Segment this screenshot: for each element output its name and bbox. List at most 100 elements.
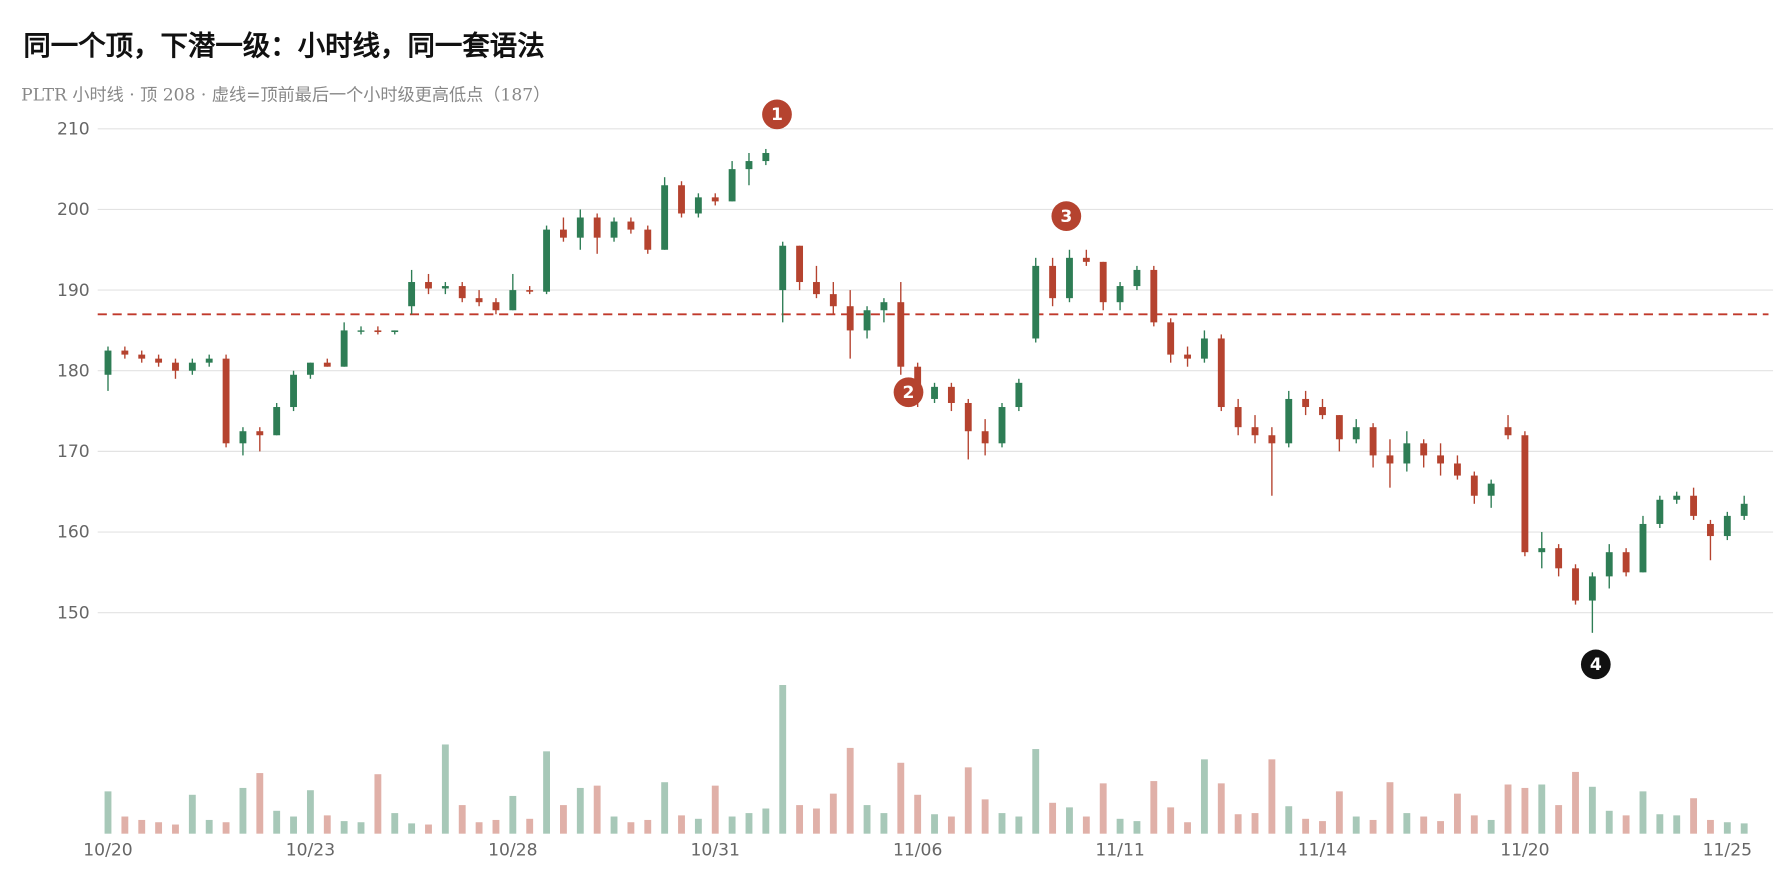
volume-bar <box>1251 813 1259 834</box>
candle-body <box>627 221 635 230</box>
candle-body <box>813 282 820 295</box>
volume-bar <box>104 791 112 834</box>
candle-body <box>509 290 517 311</box>
volume-bar <box>1538 784 1546 834</box>
candle-body <box>374 330 382 333</box>
candle-body <box>1369 427 1377 456</box>
candle-body <box>694 197 702 214</box>
volume-bar <box>1133 821 1141 834</box>
candle-body <box>222 358 230 444</box>
volume-bar <box>1082 816 1090 834</box>
x-tick-label: 11/20 <box>1500 840 1549 860</box>
volume-bar <box>644 819 652 834</box>
volume-bar <box>155 822 163 834</box>
candle-body <box>1116 286 1124 303</box>
volume-bar <box>1285 806 1293 834</box>
candle-body <box>1184 354 1191 359</box>
candle-body <box>1403 443 1411 464</box>
candle-body <box>1302 398 1310 408</box>
volume-bar <box>1116 818 1124 834</box>
y-tick-label: 210 <box>57 120 90 140</box>
annotation-label: 3 <box>1060 207 1072 227</box>
candle-body <box>1521 435 1529 553</box>
candle-body <box>188 362 196 371</box>
volume-bar <box>408 823 416 834</box>
y-tick-label: 190 <box>57 281 90 301</box>
candle-body <box>897 302 905 367</box>
candle-body <box>947 386 955 403</box>
volume-bar <box>728 816 736 834</box>
volume-bar <box>610 816 618 834</box>
candle-body <box>779 245 787 291</box>
candle-body <box>964 402 972 432</box>
volume-bar <box>1572 771 1579 834</box>
volume-bar <box>1369 819 1377 834</box>
annotation-marker <box>1580 649 1611 680</box>
candle-body <box>1015 382 1023 408</box>
y-tick-label: 170 <box>57 442 90 462</box>
volume-bar <box>1707 819 1714 834</box>
candle-body <box>711 197 719 202</box>
candle-body <box>458 286 466 299</box>
volume-bar <box>1386 782 1394 834</box>
candle-body <box>1386 455 1394 464</box>
annotation-marker <box>762 99 792 130</box>
candle-body <box>981 431 989 444</box>
candle-body <box>1150 269 1158 323</box>
candle-body <box>593 217 601 238</box>
volume-bar <box>829 793 837 834</box>
candle-body <box>678 185 685 214</box>
volume-bar <box>290 816 297 834</box>
candle-body <box>425 282 432 289</box>
candle-body <box>121 350 129 355</box>
volume-bar <box>661 782 669 834</box>
volume-bar <box>560 805 567 834</box>
volume-bar <box>172 824 179 834</box>
volume-bar <box>1639 791 1647 834</box>
volume-bar <box>745 813 753 834</box>
volume-bar <box>492 819 500 834</box>
candle-body <box>1707 523 1714 537</box>
volume-bar <box>576 787 584 834</box>
volume-bar <box>1184 822 1191 834</box>
volume-bar <box>1167 807 1175 834</box>
candle-body <box>796 245 804 283</box>
x-tick-label: 11/14 <box>1298 840 1347 860</box>
candle-body <box>239 431 247 444</box>
volume-bar <box>678 815 685 834</box>
candle-body <box>661 185 669 250</box>
volume-bar <box>1335 791 1343 834</box>
candle-body <box>762 152 770 162</box>
candle-body <box>1420 443 1428 456</box>
volume-bar <box>1437 821 1444 834</box>
volume-bar <box>711 785 719 834</box>
volume-bar <box>897 762 905 834</box>
volume-bar <box>1032 749 1040 834</box>
volume-bar <box>1605 810 1613 834</box>
volume-bar <box>391 813 399 834</box>
y-tick-label: 150 <box>57 603 90 623</box>
x-tick-label: 10/28 <box>488 840 537 860</box>
volume-bar <box>627 822 635 834</box>
volume-bar <box>1555 805 1563 834</box>
volume-bar <box>475 822 483 834</box>
candle-body <box>492 302 500 311</box>
candle-body <box>1605 552 1613 577</box>
volume-bar <box>340 821 348 834</box>
volume-bar <box>441 744 449 834</box>
candle-body <box>273 407 281 436</box>
candle-body <box>1690 495 1698 516</box>
volume-bar <box>1521 787 1529 834</box>
candle-body <box>1487 483 1495 496</box>
candle-body <box>172 362 179 371</box>
volume-bar <box>813 808 820 834</box>
candle-body <box>1656 499 1664 524</box>
candle-body <box>846 306 854 331</box>
volume-bar <box>1690 798 1698 834</box>
volume-bar <box>762 808 770 834</box>
volume-bar <box>1487 819 1495 834</box>
candle-body <box>1285 398 1293 444</box>
volume-bar <box>1217 783 1225 834</box>
candle-body <box>408 282 416 307</box>
